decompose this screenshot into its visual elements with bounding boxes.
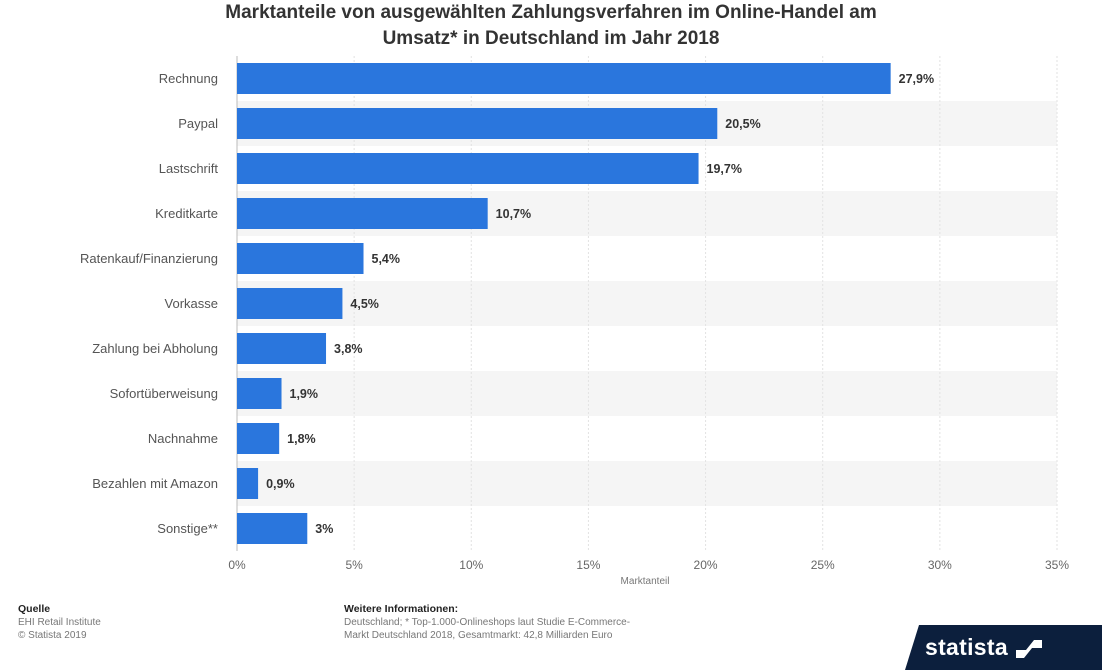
value-label: 4,5% bbox=[350, 297, 379, 311]
value-label: 3,8% bbox=[334, 342, 363, 356]
x-tick-label: 20% bbox=[694, 558, 718, 572]
category-label: Lastschrift bbox=[159, 161, 219, 176]
statista-logo-text: statista bbox=[925, 634, 1008, 660]
chart-title-line-2: Umsatz* in Deutschland im Jahr 2018 bbox=[382, 28, 720, 49]
value-label: 5,4% bbox=[372, 252, 401, 266]
value-label: 0,9% bbox=[266, 477, 295, 491]
value-label: 10,7% bbox=[496, 207, 531, 221]
x-tick-label: 10% bbox=[459, 558, 483, 572]
source-line: EHI Retail Institute bbox=[18, 617, 101, 628]
x-tick-label: 25% bbox=[811, 558, 835, 572]
info-line-2: Markt Deutschland 2018, Gesamtmarkt: 42,… bbox=[344, 630, 613, 641]
bar[interactable] bbox=[237, 153, 699, 184]
value-label: 20,5% bbox=[725, 117, 760, 131]
category-label: Rechnung bbox=[159, 71, 218, 86]
category-label: Ratenkauf/Finanzierung bbox=[80, 251, 218, 266]
row-band bbox=[237, 281, 1057, 326]
x-tick-labels: 0% 5% 10% 15% 20% 25% 30% 35% bbox=[228, 558, 1069, 572]
statista-logo[interactable]: statista bbox=[905, 625, 1102, 670]
value-label: 1,9% bbox=[290, 387, 319, 401]
category-labels: Rechnung Paypal Lastschrift Kreditkarte Rate… bbox=[80, 71, 218, 536]
statista-mark-icon bbox=[1015, 639, 1042, 658]
bars bbox=[237, 63, 891, 544]
bar[interactable] bbox=[237, 468, 259, 499]
bar[interactable] bbox=[237, 513, 308, 544]
x-tick-label: 5% bbox=[345, 558, 363, 572]
x-tick-label: 35% bbox=[1045, 558, 1069, 572]
bar-chart: Rechnung Paypal Lastschrift Kreditkarte Rate… bbox=[80, 56, 1069, 587]
value-label: 19,7% bbox=[707, 162, 742, 176]
category-label: Paypal bbox=[178, 116, 218, 131]
info-heading: Weitere Informationen: bbox=[344, 603, 459, 615]
category-label: Kreditkarte bbox=[155, 206, 218, 221]
bar[interactable] bbox=[237, 378, 282, 409]
x-tick-label: 15% bbox=[576, 558, 600, 572]
chart-title: Marktanteile von ausgewählten Zahlungsve… bbox=[0, 0, 1102, 52]
bar[interactable] bbox=[237, 288, 343, 319]
bar[interactable] bbox=[237, 423, 280, 454]
source-block: Quelle EHI Retail Institute © Statista 2… bbox=[18, 603, 101, 642]
category-label: Zahlung bei Abholung bbox=[92, 341, 218, 356]
value-label: 27,9% bbox=[899, 72, 934, 86]
x-axis-label: Marktanteil bbox=[621, 576, 670, 587]
category-label: Sofortüberweisung bbox=[110, 386, 218, 401]
value-label: 1,8% bbox=[287, 432, 316, 446]
category-label: Bezahlen mit Amazon bbox=[92, 476, 218, 491]
x-tick-label: 30% bbox=[928, 558, 952, 572]
info-line-1: Deutschland; * Top-1.000-Onlineshops lau… bbox=[344, 617, 631, 628]
value-label: 3% bbox=[315, 522, 333, 536]
source-heading: Quelle bbox=[18, 603, 51, 615]
x-tick-label: 0% bbox=[228, 558, 246, 572]
bar[interactable] bbox=[237, 198, 488, 229]
bar[interactable] bbox=[237, 63, 891, 94]
copyright-line: © Statista 2019 bbox=[18, 630, 87, 641]
bar[interactable] bbox=[237, 108, 718, 139]
bar[interactable] bbox=[237, 333, 327, 364]
category-label: Nachnahme bbox=[148, 431, 218, 446]
category-label: Vorkasse bbox=[165, 296, 218, 311]
bar[interactable] bbox=[237, 243, 364, 274]
row-band bbox=[237, 461, 1057, 506]
row-band bbox=[237, 371, 1057, 416]
info-block: Weitere Informationen: Deutschland; * To… bbox=[344, 603, 630, 642]
value-labels: 27,9% 20,5% 19,7% 10,7% 5,4% 4,5% 3,8% 1,9% 1,8%… bbox=[266, 72, 934, 536]
category-label: Sonstige** bbox=[157, 521, 218, 536]
chart-title-line-1: Marktanteile von ausgewählten Zahlungsve… bbox=[225, 2, 877, 23]
